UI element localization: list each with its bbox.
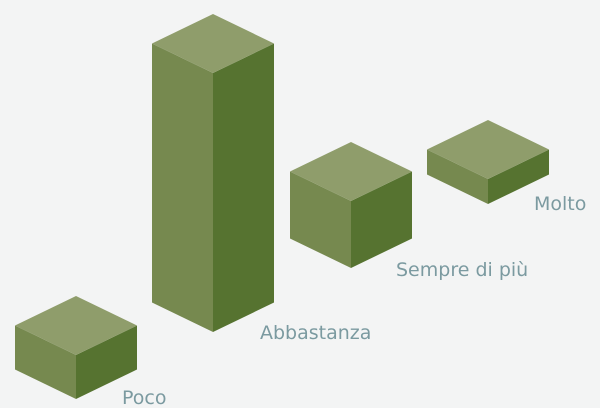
- label: Abbastanza: [260, 322, 371, 344]
- box-face: [152, 14, 274, 73]
- box-face: [488, 149, 549, 204]
- box-face: [427, 120, 549, 179]
- box-face: [76, 325, 137, 399]
- box-face: [152, 43, 213, 332]
- label: Molto: [534, 193, 586, 215]
- label: Poco: [122, 387, 166, 408]
- box-face: [427, 149, 488, 204]
- label: Sempre di più: [396, 259, 528, 281]
- box-face: [15, 296, 137, 355]
- box-face: [290, 142, 412, 201]
- box-face: [15, 325, 76, 399]
- box-face: [351, 171, 412, 268]
- box-face: [213, 43, 274, 332]
- boxes: [15, 14, 549, 399]
- box-face: [290, 171, 351, 268]
